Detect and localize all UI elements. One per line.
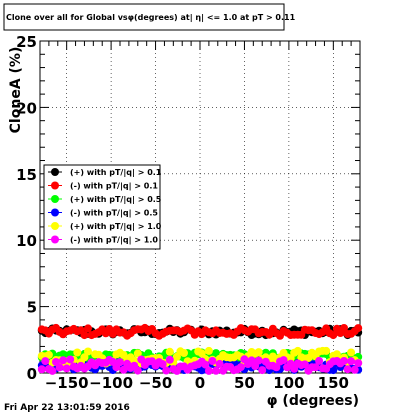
data-points xyxy=(37,323,363,375)
chart-title: Clone over all for Global vsφ(degrees) a… xyxy=(6,13,296,22)
y-tick-label: 20 xyxy=(16,99,37,117)
y-tick-label: 5 xyxy=(27,299,37,317)
x-tick-label: 50 xyxy=(234,374,255,392)
legend-marker xyxy=(51,195,59,203)
legend-label: (+) with pT/|q| > 0.1 xyxy=(70,168,162,177)
y-axis-title: CloneA (%) xyxy=(8,47,24,134)
y-tick-label: 25 xyxy=(16,33,37,51)
y-tick-label: 15 xyxy=(16,166,37,184)
y-tick-labels: 0 5 10 15 20 25 xyxy=(16,33,37,383)
legend xyxy=(43,164,161,250)
legend-label: (-) with pT/|q| > 0.1 xyxy=(70,182,158,191)
series-1 xyxy=(37,323,363,340)
x-tick-label: −100 xyxy=(89,374,133,392)
legend-label: (-) with pT/|q| > 0.5 xyxy=(70,209,158,218)
legend-label: (-) with pT/|q| > 1.0 xyxy=(70,236,158,245)
legend-label: (+) with pT/|q| > 1.0 xyxy=(70,222,162,231)
legend-marker xyxy=(51,208,59,217)
y-tick-label: 10 xyxy=(16,232,37,250)
title-box xyxy=(3,3,285,31)
legend-marker xyxy=(51,168,59,176)
x-tick-label: 100 xyxy=(273,374,304,392)
x-tick-label: −150 xyxy=(45,374,89,392)
timestamp: Fri Apr 22 13:01:59 2016 xyxy=(4,403,130,413)
x-axis-title: φ (degrees) xyxy=(267,393,359,409)
legend-marker xyxy=(51,181,59,190)
legend-label: (+) with pT/|q| > 0.5 xyxy=(70,195,162,204)
legend-marker xyxy=(51,222,59,230)
y-tick-label: 0 xyxy=(27,365,37,383)
legend-marker xyxy=(51,235,59,244)
grid xyxy=(40,41,360,373)
x-tick-labels: −150 −100 −50 0 50 100 150 xyxy=(45,374,349,392)
x-tick-label: 150 xyxy=(318,374,349,392)
series-5 xyxy=(37,355,363,375)
x-tick-label: −50 xyxy=(139,374,172,392)
legend-entries: (+) with pT/|q| > 0.1 (-) with pT/|q| > 0… xyxy=(48,168,162,245)
x-tick-label: 0 xyxy=(195,374,205,392)
